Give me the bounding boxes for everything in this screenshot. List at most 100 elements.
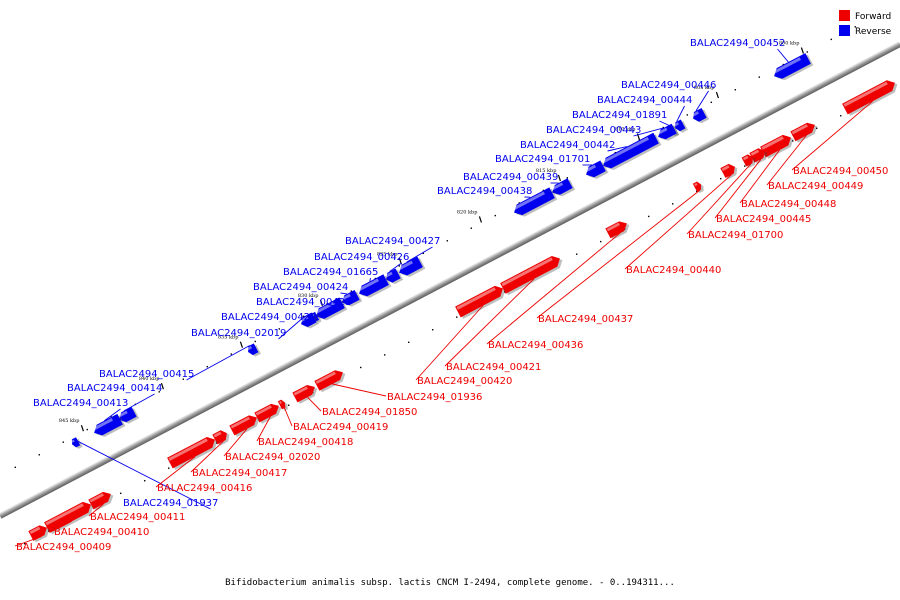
- gene-label[interactable]: BALAC2494_00452: [690, 38, 785, 49]
- scale-dot: [398, 265, 400, 267]
- gene-label[interactable]: BALAC2494_00439: [463, 172, 558, 183]
- gene-label[interactable]: BALAC2494_00423: [256, 297, 351, 308]
- gene-arrow[interactable]: [314, 367, 345, 391]
- gene-arrow[interactable]: [511, 187, 555, 218]
- gene-arrow[interactable]: [842, 77, 898, 115]
- scale-dot: [840, 115, 842, 117]
- gene-arrow[interactable]: [167, 434, 218, 469]
- gene-label[interactable]: BALAC2494_00450: [793, 166, 888, 177]
- gene-label[interactable]: BALAC2494_00409: [16, 542, 111, 553]
- scale-dot: [806, 51, 808, 53]
- gene-arrow[interactable]: [760, 132, 794, 158]
- tick-mark: [319, 299, 323, 306]
- gene-label[interactable]: BALAC2494_01850: [322, 407, 417, 418]
- label-leader-line: [190, 440, 224, 473]
- gene-label[interactable]: BALAC2494_01665: [283, 267, 378, 278]
- gene-label[interactable]: BALAC2494_01700: [688, 230, 783, 241]
- gene-arrow[interactable]: [28, 523, 49, 541]
- forward-legend-label: Forward: [855, 12, 891, 22]
- gene-arrow[interactable]: [311, 311, 320, 322]
- gene-arrow[interactable]: [340, 289, 360, 308]
- gene-arrow[interactable]: [88, 489, 113, 510]
- gene-arrow[interactable]: [396, 256, 423, 278]
- gene-label[interactable]: BALAC2494_00418: [258, 437, 353, 448]
- gene-arrow[interactable]: [741, 153, 756, 167]
- gene-label[interactable]: BALAC2494_00427: [345, 236, 440, 247]
- gene-label[interactable]: BALAC2494_00424: [253, 282, 348, 293]
- gene-label[interactable]: BALAC2494_00422: [221, 312, 316, 323]
- label-leader-line: [676, 105, 685, 122]
- label-leader-line: [123, 393, 155, 412]
- gene-label[interactable]: BALAC2494_00413: [33, 398, 128, 409]
- gene-label[interactable]: BALAC2494_00449: [768, 181, 863, 192]
- gene-label[interactable]: BALAC2494_01891: [572, 110, 667, 121]
- gene-label[interactable]: BALAC2494_00420: [417, 376, 512, 387]
- gene-arrow[interactable]: [292, 382, 317, 403]
- gene-label[interactable]: BALAC2494_00414: [67, 383, 162, 394]
- label-leader-line: [52, 520, 72, 532]
- gene-arrow[interactable]: [605, 219, 629, 239]
- tick-label: 815 kbp: [536, 168, 557, 174]
- gene-label[interactable]: BALAC2494_01936: [387, 392, 482, 403]
- gene-label[interactable]: BALAC2494_01937: [123, 498, 218, 509]
- gene-label[interactable]: BALAC2494_00446: [621, 80, 716, 91]
- gene-arrow[interactable]: [656, 123, 677, 142]
- gene-label[interactable]: BALAC2494_00448: [741, 199, 836, 210]
- gene-label[interactable]: BALAC2494_00438: [437, 186, 532, 197]
- gene-label[interactable]: BALAC2494_00411: [90, 512, 185, 523]
- gene-label[interactable]: BALAC2494_02019: [191, 328, 286, 339]
- gene-arrow[interactable]: [313, 297, 345, 321]
- gene-arrow[interactable]: [749, 146, 767, 163]
- gene-label[interactable]: BALAC2494_01701: [495, 154, 590, 165]
- gene-label[interactable]: BALAC2494_00426: [314, 252, 409, 263]
- gene-arrow[interactable]: [771, 53, 811, 81]
- label-leader-line: [14, 536, 42, 547]
- gene-arrow[interactable]: [91, 413, 123, 438]
- gene-label[interactable]: BALAC2494_00437: [538, 314, 633, 325]
- label-leader-line: [739, 149, 780, 204]
- gene-arrow[interactable]: [583, 160, 606, 181]
- gene-arrow[interactable]: [600, 132, 659, 171]
- gene-label[interactable]: BALAC2494_00443: [546, 125, 641, 136]
- gene-arrow[interactable]: [455, 283, 506, 318]
- gene-label[interactable]: BALAC2494_00442: [520, 140, 615, 151]
- gene-arrow[interactable]: [384, 268, 401, 284]
- gene-label[interactable]: BALAC2494_00444: [597, 95, 692, 106]
- scale-dot: [696, 190, 698, 192]
- gene-arrow[interactable]: [500, 253, 563, 294]
- legend: Forward Reverse: [839, 10, 892, 37]
- gene-label[interactable]: BALAC2494_00440: [626, 265, 721, 276]
- scale-dot: [254, 340, 256, 343]
- gene-arrow[interactable]: [692, 181, 703, 192]
- gene-label[interactable]: BALAC2494_02020: [225, 452, 320, 463]
- gene-arrow[interactable]: [277, 399, 287, 410]
- scale-dot: [110, 416, 112, 418]
- scale-dot: [446, 240, 448, 242]
- label-leader-line: [72, 438, 211, 510]
- gene-arrow[interactable]: [254, 401, 281, 423]
- gene-arrow[interactable]: [356, 274, 389, 299]
- gene-arrow[interactable]: [117, 406, 137, 425]
- gene-arrow[interactable]: [44, 499, 94, 533]
- gene-label[interactable]: BALAC2494_00416: [157, 483, 252, 494]
- gene-label[interactable]: BALAC2494_00436: [488, 340, 583, 351]
- gene-label[interactable]: BALAC2494_00415: [99, 369, 194, 380]
- gene-label[interactable]: BALAC2494_00419: [293, 422, 388, 433]
- scale-dot: [422, 252, 424, 255]
- tick-mark: [715, 91, 719, 99]
- gene-arrow[interactable]: [246, 343, 259, 356]
- gene-arrow[interactable]: [229, 413, 259, 436]
- gene-label[interactable]: BALAC2494_00445: [716, 214, 811, 225]
- gene-label[interactable]: BALAC2494_00417: [192, 468, 287, 479]
- label-leader-line: [536, 189, 701, 319]
- gene-arrow[interactable]: [673, 119, 686, 132]
- gene-label[interactable]: BALAC2494_00421: [446, 362, 541, 373]
- gene-arrow[interactable]: [691, 108, 707, 124]
- gene-arrow[interactable]: [550, 178, 573, 197]
- gene-label[interactable]: BALAC2494_00410: [54, 527, 149, 538]
- gene-arrow[interactable]: [212, 428, 229, 445]
- gene-arrow[interactable]: [720, 162, 737, 178]
- gene-arrow[interactable]: [790, 120, 817, 142]
- forward-legend-swatch: [839, 10, 850, 21]
